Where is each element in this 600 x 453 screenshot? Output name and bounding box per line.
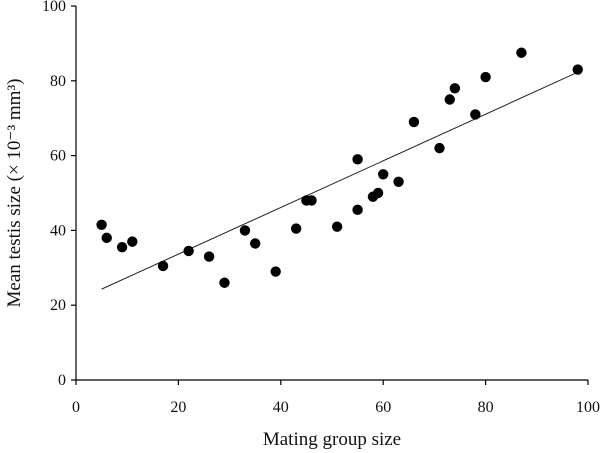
data-point xyxy=(219,277,230,288)
y-tick-label: 80 xyxy=(50,73,66,90)
data-point xyxy=(444,94,455,105)
data-point xyxy=(393,176,404,187)
data-point xyxy=(331,221,343,232)
data-point xyxy=(516,47,527,58)
x-tick-label: 60 xyxy=(375,399,391,416)
data-point xyxy=(449,83,461,94)
x-tick-label: 100 xyxy=(576,399,600,416)
trendline-group xyxy=(101,71,578,290)
x-tick-labels: 0 20 40 60 80 100 xyxy=(72,399,600,416)
y-tick-label: 20 xyxy=(50,297,66,314)
data-point xyxy=(157,260,169,272)
data-point xyxy=(434,142,445,154)
data-point xyxy=(306,195,317,206)
data-point xyxy=(378,169,389,180)
data-point xyxy=(116,242,128,253)
data-point xyxy=(183,245,194,257)
data-point xyxy=(101,232,112,244)
data-point xyxy=(270,266,281,277)
data-point xyxy=(372,187,384,199)
data-point xyxy=(470,109,481,120)
data-point xyxy=(408,116,420,128)
y-tick-label: 40 xyxy=(50,222,66,239)
data-point xyxy=(352,154,363,165)
data-point xyxy=(352,204,363,216)
trendline xyxy=(101,71,578,290)
y-tick-label: 60 xyxy=(50,148,66,165)
data-point xyxy=(203,251,215,262)
x-tick-label: 0 xyxy=(72,399,80,416)
x-tick-label: 40 xyxy=(273,399,289,416)
data-point xyxy=(127,236,138,247)
data-point xyxy=(250,238,261,249)
data-point xyxy=(96,219,107,230)
data-points xyxy=(96,47,583,288)
y-axis-title: Mean testis size (× 10⁻³ mm³) xyxy=(4,79,25,308)
x-axis-title: Mating group size xyxy=(263,429,401,450)
y-tick-labels: 0 20 40 60 80 100 xyxy=(42,0,66,389)
data-point xyxy=(290,223,302,234)
axes xyxy=(71,5,589,385)
x-tick-label: 80 xyxy=(478,399,494,416)
x-tick-label: 20 xyxy=(170,399,186,416)
y-tick-label: 100 xyxy=(42,0,66,15)
data-point xyxy=(480,71,491,83)
data-point xyxy=(239,225,251,236)
y-tick-label: 0 xyxy=(58,372,66,389)
data-point xyxy=(572,64,583,75)
